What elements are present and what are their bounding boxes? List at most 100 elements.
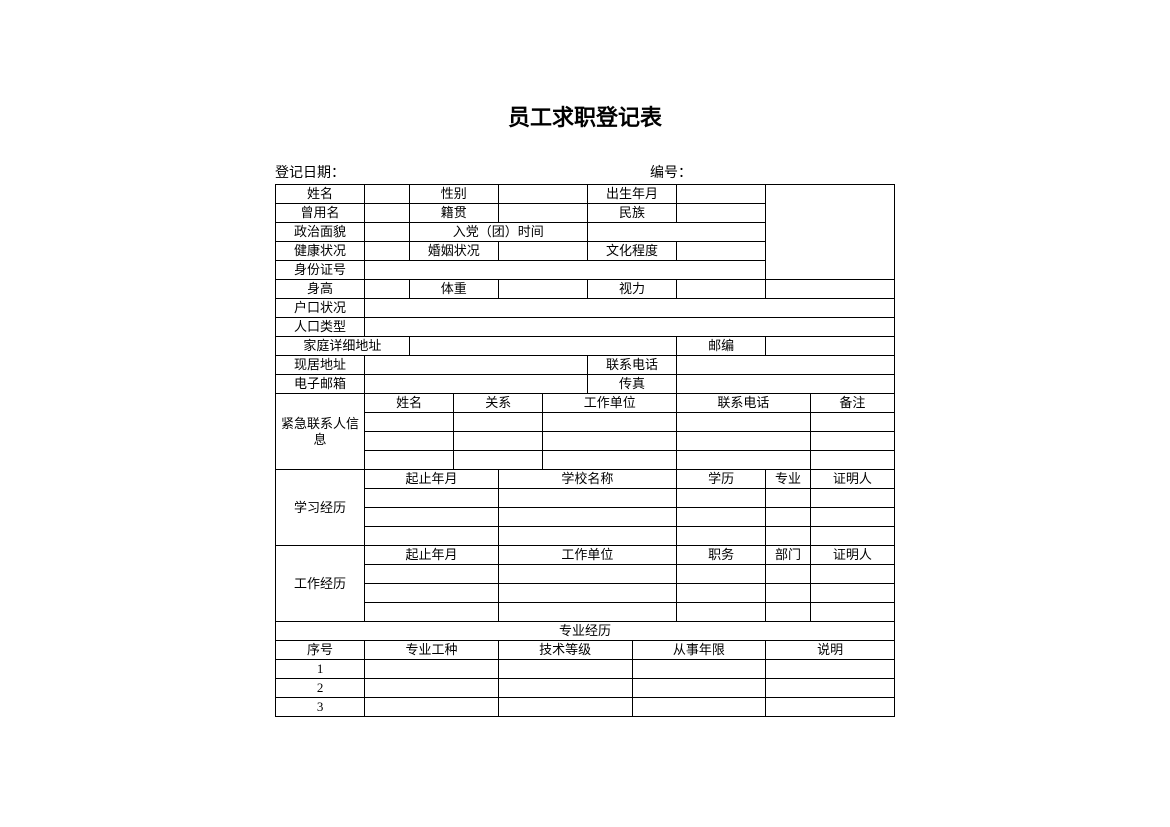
cell xyxy=(498,280,587,299)
label-ethnicity: 民族 xyxy=(587,204,676,223)
cell xyxy=(632,698,766,717)
cell xyxy=(677,280,766,299)
cell xyxy=(766,679,895,698)
cell xyxy=(498,603,676,622)
cell xyxy=(810,527,894,546)
cell xyxy=(677,204,766,223)
label-emergency: 紧急联系人信息 xyxy=(276,394,365,470)
cell xyxy=(677,242,766,261)
cell xyxy=(365,413,454,432)
label-gender: 性别 xyxy=(409,185,498,204)
cell xyxy=(632,660,766,679)
cell xyxy=(587,223,765,242)
label-ec-phone: 联系电话 xyxy=(677,394,811,413)
label-vision: 视力 xyxy=(587,280,676,299)
cell xyxy=(365,375,588,394)
label-ph-level: 技术等级 xyxy=(498,641,632,660)
label-health: 健康状况 xyxy=(276,242,365,261)
cell xyxy=(365,698,499,717)
cell xyxy=(365,261,766,280)
label-wh-period: 起止年月 xyxy=(365,546,499,565)
table-row: 3 xyxy=(276,698,895,717)
cell xyxy=(498,660,632,679)
cell xyxy=(365,242,410,261)
cell xyxy=(365,280,410,299)
cell xyxy=(498,584,676,603)
cell xyxy=(766,527,811,546)
cell xyxy=(454,451,543,470)
table-row xyxy=(276,451,895,470)
label-sh-major: 专业 xyxy=(766,470,811,489)
label-ec-remark: 备注 xyxy=(810,394,894,413)
cell xyxy=(365,451,454,470)
cell xyxy=(766,280,895,299)
table-row xyxy=(276,508,895,527)
label-ec-name: 姓名 xyxy=(365,394,454,413)
cell xyxy=(677,451,811,470)
cell xyxy=(365,318,895,337)
cell xyxy=(365,584,499,603)
cell xyxy=(810,432,894,451)
table-row xyxy=(276,432,895,451)
label-work-history: 工作经历 xyxy=(276,546,365,622)
cell xyxy=(365,489,499,508)
number-label: 编号： xyxy=(520,162,895,182)
table-row: 户口状况 xyxy=(276,299,895,318)
cell xyxy=(498,698,632,717)
cell xyxy=(365,356,588,375)
table-row: 姓名 性别 出生年月 xyxy=(276,185,895,204)
label-email: 电子邮箱 xyxy=(276,375,365,394)
label-political: 政治面貌 xyxy=(276,223,365,242)
label-hometown: 籍贯 xyxy=(409,204,498,223)
cell xyxy=(766,603,811,622)
label-ec-relation: 关系 xyxy=(454,394,543,413)
cell xyxy=(677,432,811,451)
cell xyxy=(766,584,811,603)
registration-table: 姓名 性别 出生年月 曾用名 籍贯 民族 政治面貌 入党（团）时间 健康状况 xyxy=(275,184,895,717)
label-ph-years: 从事年限 xyxy=(632,641,766,660)
label-ph-trade: 专业工种 xyxy=(365,641,499,660)
cell xyxy=(365,603,499,622)
cell xyxy=(766,565,811,584)
table-row xyxy=(276,489,895,508)
cell xyxy=(498,185,587,204)
photo-cell xyxy=(766,185,895,280)
cell xyxy=(810,603,894,622)
reg-date-label: 登记日期： xyxy=(275,162,520,182)
table-row: 专业经历 xyxy=(276,622,895,641)
label-study-history: 学习经历 xyxy=(276,470,365,546)
cell xyxy=(365,508,499,527)
label-phone: 联系电话 xyxy=(587,356,676,375)
label-current-addr: 现居地址 xyxy=(276,356,365,375)
label-postcode: 邮编 xyxy=(677,337,766,356)
table-row: 工作经历 起止年月 工作单位 职务 部门 证明人 xyxy=(276,546,895,565)
table-row: 2 xyxy=(276,679,895,698)
label-wh-dept: 部门 xyxy=(766,546,811,565)
cell xyxy=(810,413,894,432)
table-row: 家庭详细地址 邮编 xyxy=(276,337,895,356)
document-page: 员工求职登记表 登记日期： 编号： 姓名 性别 出生年月 曾用名 籍贯 xyxy=(275,0,895,717)
cell xyxy=(677,413,811,432)
cell xyxy=(365,223,410,242)
cell xyxy=(677,375,895,394)
cell xyxy=(810,584,894,603)
label-birth: 出生年月 xyxy=(587,185,676,204)
label-ph-seq: 序号 xyxy=(276,641,365,660)
cell xyxy=(766,660,895,679)
cell xyxy=(677,584,766,603)
cell xyxy=(365,565,499,584)
cell xyxy=(498,204,587,223)
label-marital: 婚姻状况 xyxy=(409,242,498,261)
cell xyxy=(365,299,895,318)
cell xyxy=(543,413,677,432)
table-row: 1 xyxy=(276,660,895,679)
cell xyxy=(810,489,894,508)
cell xyxy=(677,603,766,622)
label-home-addr: 家庭详细地址 xyxy=(276,337,410,356)
label-pop-type: 人口类型 xyxy=(276,318,365,337)
label-name: 姓名 xyxy=(276,185,365,204)
cell xyxy=(498,508,676,527)
table-row xyxy=(276,527,895,546)
cell xyxy=(677,508,766,527)
seq-2: 2 xyxy=(276,679,365,698)
